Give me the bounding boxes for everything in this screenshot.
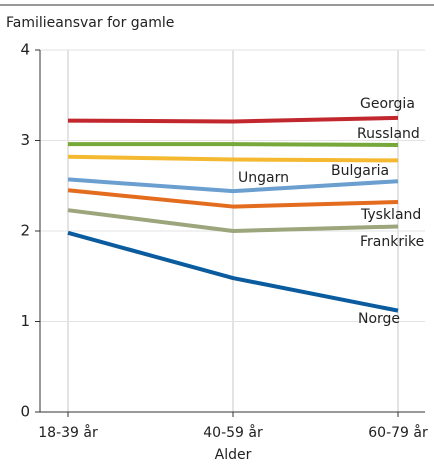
y-tick-label: 0 (20, 403, 30, 421)
series-label: Ungarn (238, 170, 289, 186)
series-label: Norge (358, 311, 400, 327)
series-label: Bulgaria (331, 163, 389, 179)
series-line (67, 115, 399, 124)
x-tick-label: 60-79 år (368, 424, 428, 441)
y-tick-label: 2 (20, 222, 30, 240)
x-tick-label: 18-39 år (38, 424, 98, 441)
x-axis-label: Alder (215, 447, 252, 463)
x-tick-label: 40-59 år (203, 424, 263, 441)
series-label: Georgia (360, 96, 415, 112)
series-label: Tyskland (360, 207, 421, 223)
series-label: Frankrike (360, 234, 424, 250)
series-line (67, 154, 399, 163)
series-line (67, 177, 399, 194)
y-tick-label: 3 (20, 131, 30, 149)
chart-title: Familieansvar for gamle (6, 15, 174, 31)
y-tick-label: 1 (20, 312, 30, 330)
y-tick-label: 4 (20, 41, 30, 59)
series-line (67, 188, 399, 209)
series-line (68, 142, 399, 148)
series-line (67, 208, 399, 233)
series-label: Russland (357, 126, 420, 142)
series-line (67, 230, 399, 313)
